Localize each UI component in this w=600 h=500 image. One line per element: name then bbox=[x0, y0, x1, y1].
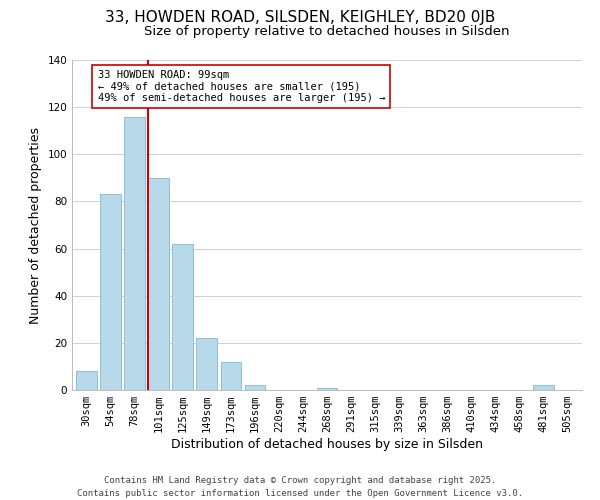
Text: Contains HM Land Registry data © Crown copyright and database right 2025.
Contai: Contains HM Land Registry data © Crown c… bbox=[77, 476, 523, 498]
Title: Size of property relative to detached houses in Silsden: Size of property relative to detached ho… bbox=[144, 25, 510, 38]
Y-axis label: Number of detached properties: Number of detached properties bbox=[29, 126, 42, 324]
Bar bbox=[533, 386, 554, 390]
Bar bbox=[196, 338, 217, 390]
Bar bbox=[100, 194, 121, 390]
X-axis label: Distribution of detached houses by size in Silsden: Distribution of detached houses by size … bbox=[171, 438, 483, 451]
Bar bbox=[221, 362, 241, 390]
Bar bbox=[148, 178, 169, 390]
Text: 33, HOWDEN ROAD, SILSDEN, KEIGHLEY, BD20 0JB: 33, HOWDEN ROAD, SILSDEN, KEIGHLEY, BD20… bbox=[105, 10, 495, 25]
Bar bbox=[124, 116, 145, 390]
Text: 33 HOWDEN ROAD: 99sqm
← 49% of detached houses are smaller (195)
49% of semi-det: 33 HOWDEN ROAD: 99sqm ← 49% of detached … bbox=[97, 70, 385, 103]
Bar bbox=[76, 371, 97, 390]
Bar bbox=[317, 388, 337, 390]
Bar bbox=[172, 244, 193, 390]
Bar bbox=[245, 386, 265, 390]
